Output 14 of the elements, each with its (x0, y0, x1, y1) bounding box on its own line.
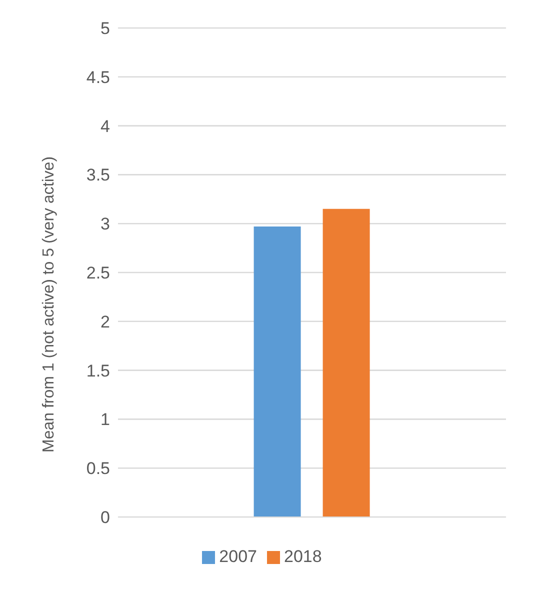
y-tick-label: 2 (100, 312, 110, 332)
y-tick-label: 4.5 (86, 68, 110, 87)
y-tick-label: 1.5 (86, 361, 110, 380)
y-tick-label: 0 (100, 508, 110, 528)
y-tick-label: 3 (100, 214, 110, 234)
y-tick-label: 2.5 (86, 264, 110, 283)
y-axis-title: Mean from 1 (not active) to 5 (very active) (40, 156, 58, 452)
y-tick-label: 4 (100, 116, 110, 136)
y-tick-label: 1 (100, 410, 110, 430)
y-tick-label: 5 (100, 19, 110, 38)
legend-label: 2007 (219, 547, 257, 566)
y-tick-label: 0.5 (86, 459, 110, 478)
y-tick-label: 3.5 (86, 166, 110, 185)
legend-label: 2018 (284, 547, 322, 566)
